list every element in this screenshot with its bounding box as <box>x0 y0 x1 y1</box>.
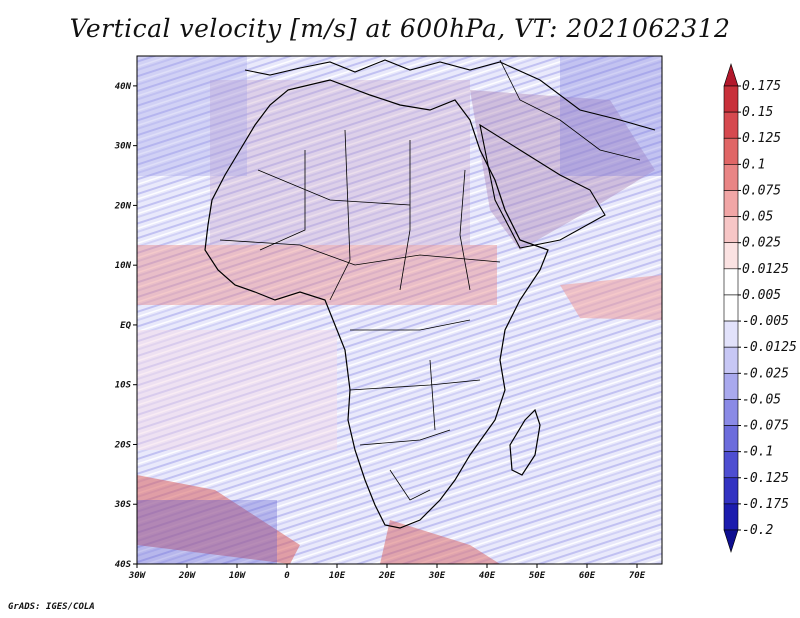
lat-tick-label: 20N <box>114 201 132 211</box>
lat-tick-label: 10S <box>115 381 132 391</box>
lat-tick-label: 30N <box>114 142 132 152</box>
lat-tick-label: 20S <box>114 440 132 450</box>
colorbar-label: 0.15 <box>742 105 773 120</box>
colorbar-swatch <box>723 63 739 87</box>
southwest-downdraft-area <box>137 500 277 564</box>
lon-tick-label: 30E <box>428 571 446 581</box>
lon-tick-label: 40E <box>479 571 496 581</box>
colorbar-label: -0.05 <box>742 392 781 407</box>
colorbar-label: 0.175 <box>742 79 781 94</box>
lon-tick-label: 20W <box>178 571 197 581</box>
colorbar-label: -0.075 <box>742 419 789 434</box>
colorbar-swatch <box>723 320 739 348</box>
indian-ocean-updraft-patch <box>560 275 662 320</box>
colorbar-label: 0.075 <box>742 183 781 198</box>
colorbar-swatch <box>723 399 739 426</box>
southwest-updraft-plume <box>137 475 300 564</box>
lon-tick-label: 10E <box>329 571 346 581</box>
colorbar-swatch <box>723 372 739 400</box>
grads-credit: GrADS: IGES/COLA <box>8 602 95 612</box>
colorbar-swatch <box>723 164 739 191</box>
lat-tick-label: 40N <box>115 82 132 92</box>
lat-tick-label: EQ <box>120 321 131 331</box>
colorbar-swatch <box>723 268 739 296</box>
arabia-coastline <box>479 123 606 249</box>
colorbar-label: -0.175 <box>742 497 789 512</box>
europe-coastline <box>244 59 656 131</box>
madagascar-coastline <box>509 408 541 476</box>
lat-tick-label: 40S <box>115 560 132 570</box>
map-background <box>137 56 662 564</box>
colorbar-label: -0.005 <box>742 314 789 329</box>
lon-tick-label: 10W <box>229 571 247 581</box>
colorbar-swatch <box>723 503 739 531</box>
colorbar-swatch <box>723 85 739 113</box>
lon-tick-label: 70E <box>629 571 646 581</box>
lon-tick-label: 20E <box>378 571 396 581</box>
colorbar-swatch <box>723 190 739 217</box>
colorbar-label: -0.2 <box>742 523 773 538</box>
lon-tick-label: 30W <box>128 571 147 581</box>
colorbar-swatch <box>723 137 739 165</box>
colorbar-swatch <box>723 242 739 270</box>
colorbar-swatch <box>723 346 739 374</box>
colorbar-label: 0.005 <box>742 288 781 303</box>
lon-tick-label: 60E <box>579 571 596 581</box>
lat-tick-label: 30S <box>114 500 132 510</box>
colorbar-swatch <box>723 529 739 553</box>
colorbar: 0.175 0.15 0.125 0.1 0.075 0.05 0.025 0.0125 0.0… <box>723 63 797 553</box>
colorbar-swatch <box>723 425 739 452</box>
colorbar-label: 0.025 <box>742 236 781 251</box>
africa-coastline <box>204 79 549 529</box>
colorbar-label: -0.025 <box>742 366 789 381</box>
arabia-mixed-region <box>470 90 655 250</box>
colorbar-label: 0.0125 <box>742 262 789 277</box>
lon-tick-label: 50E <box>529 571 546 581</box>
axis-ticks: 30W 20W 10W 0 10E 20E 30E 40E 50E 60E 70E 40N 30N 20N… <box>114 82 646 581</box>
southeast-updraft-plume <box>380 520 500 564</box>
colorbar-swatch <box>723 294 739 322</box>
colorbar-label: -0.1 <box>742 445 773 460</box>
colorbar-label: -0.0125 <box>742 340 797 355</box>
colorbar-swatch <box>723 477 739 505</box>
colorbar-swatch <box>723 451 739 479</box>
sahara-mixed-region <box>210 80 470 245</box>
colorbar-label: 0.05 <box>742 210 773 225</box>
chart-title: Vertical velocity [m/s] at 600hPa, VT: 2… <box>69 14 731 43</box>
lat-tick-label: 10N <box>115 261 132 271</box>
map-frame <box>136 55 663 565</box>
colorbar-swatch <box>723 216 739 244</box>
lon-tick-label: 0 <box>284 571 290 581</box>
colorbar-label: 0.1 <box>742 157 765 172</box>
sahel-updraft-band <box>137 245 497 305</box>
north-atlantic-downdraft <box>137 56 247 176</box>
country-borders <box>219 59 641 501</box>
equatorial-atlantic-field <box>137 330 337 450</box>
colorbar-swatch <box>723 111 739 139</box>
colorbar-label: 0.125 <box>742 131 781 146</box>
colorbar-label: -0.125 <box>742 471 789 486</box>
middle-east-downdraft <box>560 56 662 176</box>
